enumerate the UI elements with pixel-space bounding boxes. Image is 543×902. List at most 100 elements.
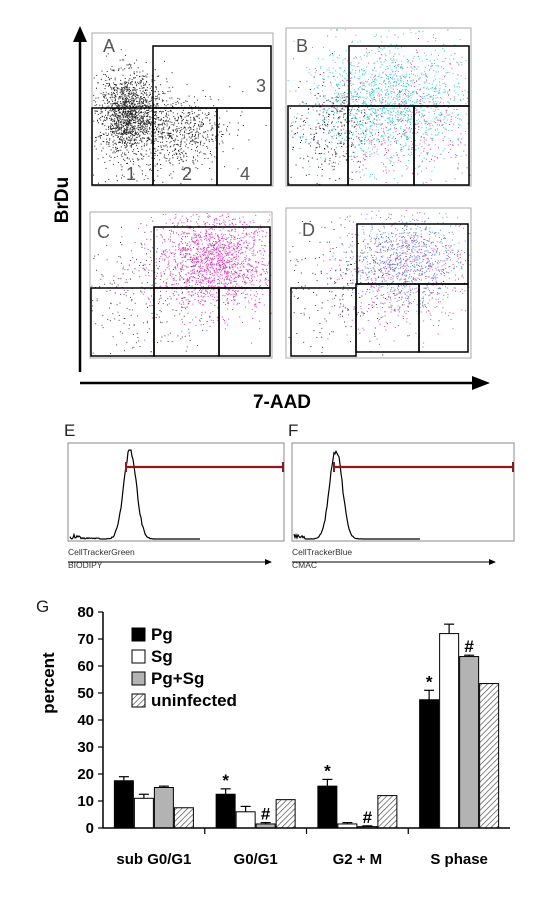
dot <box>217 246 219 248</box>
dot <box>303 158 305 160</box>
dot <box>352 117 354 119</box>
dot <box>399 106 401 108</box>
dot <box>224 166 226 168</box>
dot <box>116 92 118 93</box>
dot <box>206 134 208 136</box>
dot <box>436 134 438 136</box>
dot <box>112 69 114 71</box>
dot <box>139 123 141 125</box>
dot <box>308 143 310 145</box>
dot <box>192 162 194 164</box>
dot <box>201 285 203 287</box>
dot <box>368 83 370 85</box>
dot <box>211 125 213 127</box>
dot <box>243 230 245 232</box>
dot <box>350 71 352 73</box>
dot <box>230 294 232 296</box>
dot <box>393 74 395 76</box>
dot <box>218 244 220 246</box>
dot <box>151 96 153 98</box>
dot <box>261 245 263 246</box>
dot <box>162 149 164 151</box>
dot <box>365 151 367 153</box>
dot <box>209 167 211 169</box>
dot <box>241 261 243 263</box>
dot <box>392 98 394 100</box>
dot <box>408 85 410 87</box>
dot <box>185 299 187 301</box>
dot <box>169 142 171 144</box>
dot <box>122 93 124 94</box>
dot <box>109 138 111 140</box>
dot <box>349 114 351 116</box>
dot <box>322 58 324 60</box>
dot <box>117 69 119 71</box>
dot <box>431 170 433 172</box>
dot <box>191 135 193 137</box>
dot <box>328 130 330 132</box>
dot <box>109 101 111 103</box>
dot <box>373 62 375 64</box>
dot <box>345 78 347 80</box>
dot <box>122 86 124 88</box>
dot <box>422 30 424 32</box>
dot <box>126 101 128 103</box>
dot <box>174 290 176 292</box>
dot <box>402 133 404 135</box>
dot <box>151 131 153 133</box>
dot <box>196 130 198 132</box>
dot <box>189 277 191 279</box>
dot <box>143 143 145 145</box>
dot <box>414 107 416 109</box>
dot <box>389 108 391 109</box>
dot <box>129 133 131 135</box>
dot <box>175 138 177 140</box>
dot <box>124 130 126 132</box>
dot <box>185 145 187 147</box>
dot <box>338 117 340 118</box>
dot <box>379 123 381 125</box>
dot <box>125 108 127 110</box>
dot <box>409 131 411 133</box>
dot <box>145 120 147 122</box>
dot <box>302 121 304 123</box>
dot <box>465 103 467 105</box>
dot <box>135 115 137 117</box>
dot <box>110 131 112 133</box>
dot <box>361 149 363 151</box>
dot <box>411 94 413 96</box>
dot <box>345 159 347 161</box>
dot <box>347 85 349 87</box>
dot <box>170 137 172 139</box>
dot <box>130 64 132 66</box>
dot <box>135 91 137 93</box>
dot <box>457 144 459 146</box>
dot <box>202 274 204 276</box>
dot <box>383 61 385 63</box>
dot <box>177 223 179 225</box>
dot <box>367 116 369 118</box>
dot <box>154 98 156 99</box>
dot <box>116 175 118 177</box>
dot <box>113 150 115 152</box>
dot <box>340 110 342 112</box>
dot <box>328 163 330 165</box>
dot <box>122 112 124 113</box>
dot <box>335 153 336 155</box>
dot <box>209 120 211 122</box>
dot <box>153 180 155 182</box>
dot <box>344 102 346 104</box>
dot <box>133 100 134 102</box>
dot <box>434 144 436 146</box>
dot <box>134 129 136 131</box>
dot <box>130 125 132 127</box>
dot <box>391 60 393 61</box>
dot <box>125 121 127 123</box>
dot <box>401 175 403 177</box>
dot <box>212 251 214 253</box>
dot <box>191 136 193 138</box>
dot <box>400 111 402 113</box>
dot <box>407 95 409 96</box>
dot <box>427 41 429 42</box>
dot <box>401 47 402 49</box>
